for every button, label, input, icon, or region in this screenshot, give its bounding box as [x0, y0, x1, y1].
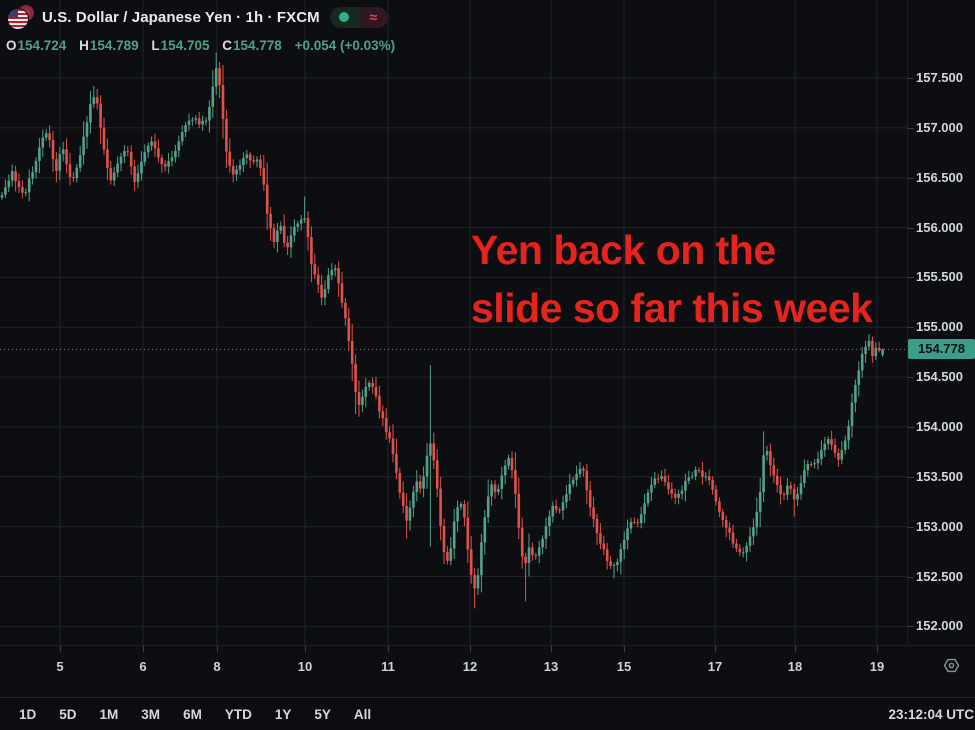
clock: 23:12:04 UTC — [888, 706, 974, 722]
time-scale[interactable]: 5 6 8 10 11 12 13 15 17 18 19 — [0, 645, 975, 698]
price-scale-settings-icon[interactable] — [942, 656, 961, 675]
time-tick-label: 10 — [297, 659, 313, 674]
time-tick-mark — [795, 646, 796, 652]
high-value: 154.789 — [89, 38, 139, 53]
price-scale[interactable]: 154.778 157.500 157.000 156.500 156.000 155.… — [908, 0, 975, 645]
price-tick-label: 154.500 — [908, 369, 963, 385]
usdjpy-pair-flag-icon — [8, 5, 34, 29]
time-tick-mark — [624, 646, 625, 652]
range-button-1m[interactable]: 1M — [99, 706, 119, 722]
change-value: +0.054 (+0.03%) — [294, 38, 396, 53]
market-status-pill[interactable]: ≈ — [329, 6, 388, 28]
time-tick-label: 13 — [543, 659, 559, 674]
time-tick-mark — [217, 646, 218, 652]
time-tick-label: 11 — [381, 659, 395, 674]
time-tick-label: 19 — [869, 659, 885, 674]
time-tick-mark — [388, 646, 389, 652]
price-tick-label: 156.000 — [908, 219, 963, 235]
time-tick-label: 6 — [139, 659, 147, 674]
time-tick-mark — [551, 646, 552, 652]
range-button-6m[interactable]: 6M — [183, 706, 202, 722]
annotation-text[interactable]: Yen back on the slide so far this week — [471, 221, 873, 337]
time-tick-label: 15 — [616, 659, 632, 674]
symbol-title[interactable]: U.S. Dollar / Japanese Yen · 1h · FXCM — [42, 8, 320, 26]
range-button-ytd[interactable]: YTD — [224, 706, 252, 722]
time-tick-mark — [470, 646, 471, 652]
range-button-3m[interactable]: 3M — [141, 706, 161, 722]
low-label: L — [151, 38, 160, 53]
price-tick-label: 156.500 — [908, 169, 963, 185]
time-tick-mark — [877, 646, 878, 652]
close-value: 154.778 — [233, 38, 282, 53]
price-tick-label: 152.500 — [908, 568, 963, 584]
market-open-dot-icon — [329, 6, 359, 28]
price-tick-label: 155.500 — [908, 269, 963, 285]
open-value: 154.724 — [17, 38, 67, 53]
range-button-5d[interactable]: 5D — [59, 706, 77, 722]
range-button-1d[interactable]: 1D — [19, 706, 37, 722]
price-tick-label: 155.000 — [908, 319, 963, 335]
price-tick-label: 153.000 — [908, 518, 963, 534]
range-button-1y[interactable]: 1Y — [274, 706, 292, 722]
price-tick-label: 153.500 — [908, 468, 963, 484]
price-tick-label: 157.000 — [908, 119, 963, 135]
low-value: 154.705 — [160, 38, 210, 53]
time-tick-mark — [60, 646, 61, 652]
open-label: O — [6, 38, 17, 53]
chart-header: U.S. Dollar / Japanese Yen · 1h · FXCM ≈ — [8, 5, 388, 29]
time-tick-label: 8 — [213, 659, 221, 674]
annotation-line-1: Yen back on the — [471, 227, 776, 273]
time-tick-mark — [143, 646, 144, 652]
range-button-all[interactable]: All — [353, 706, 372, 722]
range-selector: 1D 5D 1M 3M 6M YTD 1Y 5Y All — [0, 704, 376, 725]
candlestick-chart[interactable] — [0, 0, 908, 645]
time-tick-mark — [715, 646, 716, 652]
close-label: C — [222, 38, 232, 53]
last-price-label: 154.778 — [908, 339, 975, 360]
bottom-toolbar: 1D 5D 1M 3M 6M YTD 1Y 5Y All 23:12:04 UTC — [0, 697, 975, 730]
time-tick-label: 12 — [462, 659, 478, 674]
time-tick-label: 18 — [787, 659, 803, 674]
ohlc-readout: O154.724 H154.789 L154.705 C154.778 +0.0… — [6, 38, 395, 53]
us-flag-icon — [8, 9, 28, 29]
price-tick-label: 157.500 — [908, 70, 963, 85]
time-tick-mark — [305, 646, 306, 652]
price-tick-label: 152.000 — [908, 618, 963, 634]
time-tick-label: 5 — [56, 659, 64, 674]
range-button-5y[interactable]: 5Y — [314, 706, 331, 722]
high-label: H — [79, 38, 89, 53]
time-tick-label: 17 — [707, 659, 723, 674]
annotation-line-2: slide so far this week — [471, 285, 873, 331]
price-tick-label: 154.000 — [908, 418, 963, 434]
delayed-data-icon: ≈ — [358, 6, 388, 28]
